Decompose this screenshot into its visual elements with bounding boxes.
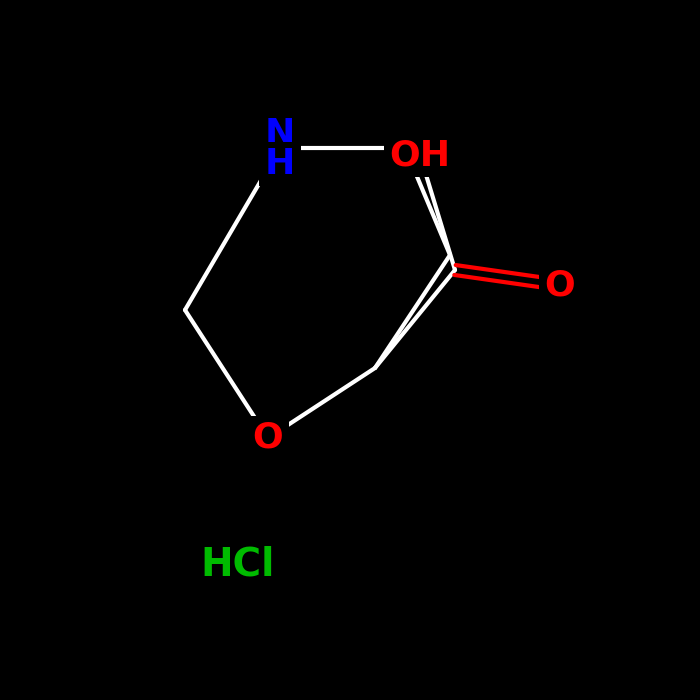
Text: HCl: HCl (201, 546, 275, 584)
Text: OH: OH (389, 138, 451, 172)
Text: N: N (265, 117, 295, 151)
Text: O: O (545, 268, 575, 302)
Text: H: H (265, 147, 295, 181)
Text: O: O (253, 421, 284, 455)
